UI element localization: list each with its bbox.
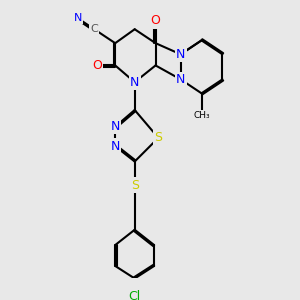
Text: O: O <box>151 14 160 27</box>
Text: N: N <box>176 48 185 61</box>
Text: N: N <box>74 13 82 23</box>
Text: CH₃: CH₃ <box>193 111 210 120</box>
Text: S: S <box>154 131 162 144</box>
Text: O: O <box>92 59 102 72</box>
Text: Cl: Cl <box>129 290 141 300</box>
Text: N: N <box>176 73 185 86</box>
Text: C: C <box>90 24 98 34</box>
Text: N: N <box>110 140 120 153</box>
Text: N: N <box>130 76 140 89</box>
Text: N: N <box>110 120 120 133</box>
Text: S: S <box>131 179 139 192</box>
